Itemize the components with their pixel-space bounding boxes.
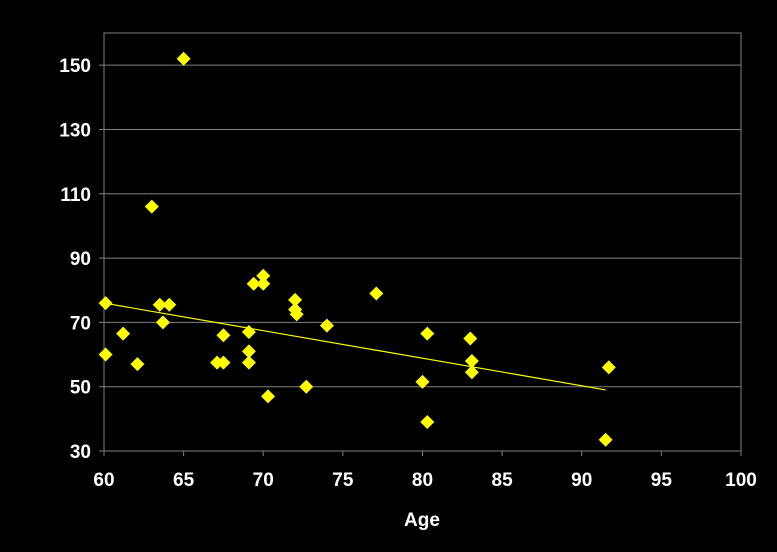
data-point xyxy=(155,315,170,330)
x-tick-label: 90 xyxy=(571,470,592,491)
data-point xyxy=(261,389,276,404)
data-point xyxy=(241,355,256,370)
y-tick-label: 110 xyxy=(60,185,91,206)
data-point xyxy=(216,328,231,343)
x-axis-ticks: 60 65 70 75 80 85 90 95 100 xyxy=(93,451,757,491)
data-point xyxy=(256,276,271,291)
data-point xyxy=(601,360,616,375)
data-point xyxy=(216,355,231,370)
x-tick-label: 95 xyxy=(651,470,673,491)
y-axis-ticks: 30 50 70 90 110 130 150 xyxy=(59,56,104,463)
data-point xyxy=(289,307,304,322)
data-point xyxy=(176,51,191,66)
x-axis-title: Age xyxy=(404,510,440,531)
data-points xyxy=(98,51,616,447)
data-point xyxy=(420,415,435,430)
data-point xyxy=(420,326,435,341)
y-tick-label: 70 xyxy=(70,313,91,334)
data-point xyxy=(152,297,167,312)
x-tick-label: 85 xyxy=(492,470,514,491)
x-tick-label: 80 xyxy=(412,470,433,491)
data-point xyxy=(162,297,177,312)
y-tick-label: 30 xyxy=(70,442,91,463)
data-point xyxy=(256,268,271,283)
data-point xyxy=(319,318,334,333)
x-tick-label: 60 xyxy=(93,470,114,491)
data-point xyxy=(116,326,131,341)
y-tick-label: 50 xyxy=(70,378,91,399)
data-point xyxy=(598,432,613,447)
y-tick-label: 130 xyxy=(59,120,91,141)
trendline-group xyxy=(103,302,606,391)
data-point xyxy=(241,344,256,359)
data-point xyxy=(98,296,113,311)
data-point xyxy=(464,353,479,368)
data-point xyxy=(369,286,384,301)
data-point xyxy=(246,276,261,291)
x-tick-label: 75 xyxy=(332,470,354,491)
y-tick-label: 90 xyxy=(70,249,91,270)
data-point xyxy=(130,357,145,372)
x-tick-label: 100 xyxy=(725,470,757,491)
y-tick-label: 150 xyxy=(59,56,91,77)
data-point xyxy=(288,292,303,307)
data-point xyxy=(463,331,478,346)
data-point xyxy=(299,379,314,394)
trendline xyxy=(103,302,606,391)
data-point xyxy=(98,347,113,362)
x-tick-label: 65 xyxy=(173,470,195,491)
data-point xyxy=(464,365,479,380)
x-tick-label: 70 xyxy=(253,470,274,491)
data-point xyxy=(415,374,430,389)
data-point xyxy=(241,325,256,340)
data-point xyxy=(144,199,159,214)
